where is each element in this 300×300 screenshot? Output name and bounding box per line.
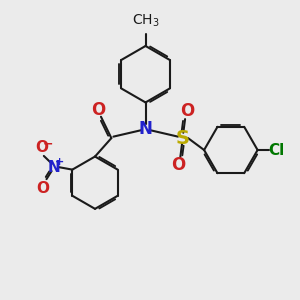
Text: Cl: Cl <box>268 142 284 158</box>
Text: S: S <box>176 129 190 148</box>
Text: +: + <box>55 157 64 167</box>
Text: CH$_3$: CH$_3$ <box>132 13 159 29</box>
Text: O: O <box>36 181 49 196</box>
Text: O: O <box>35 140 48 155</box>
Text: −: − <box>42 138 53 151</box>
Text: N: N <box>48 160 60 175</box>
Text: N: N <box>139 120 152 138</box>
Text: O: O <box>180 102 194 120</box>
Text: O: O <box>171 156 186 174</box>
Text: O: O <box>92 101 106 119</box>
